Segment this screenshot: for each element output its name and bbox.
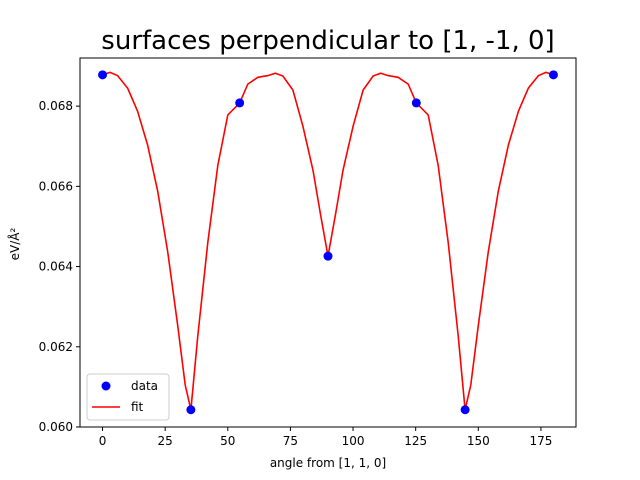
data-point-data bbox=[323, 251, 333, 261]
x-tick-label: 175 bbox=[529, 434, 552, 448]
data-point-data bbox=[186, 405, 196, 415]
legend: data fit bbox=[86, 373, 170, 421]
data-point-data bbox=[411, 98, 421, 108]
chart-title: surfaces perpendicular to [1, -1, 0] bbox=[101, 26, 554, 56]
legend-marker-data bbox=[101, 381, 111, 391]
series-line-fit bbox=[102, 71, 554, 410]
legend-label-data: data bbox=[131, 379, 158, 393]
y-tick-label: 0.060 bbox=[39, 420, 73, 434]
data-point-data bbox=[98, 70, 108, 80]
x-tick-label: 125 bbox=[404, 434, 427, 448]
y-axis-label: eV/Å² bbox=[7, 227, 22, 260]
data-point-data bbox=[548, 70, 558, 80]
plot-area: 0 25 50 75 100 125 150 175 0.060 0.062 0.064 0.066 0… bbox=[39, 57, 577, 448]
data-point-data bbox=[460, 405, 470, 415]
x-tick-label: 75 bbox=[283, 434, 298, 448]
x-tick-label: 100 bbox=[342, 434, 365, 448]
x-axis-label: angle from [1, 1, 0] bbox=[270, 456, 386, 470]
x-tick-label: 0 bbox=[99, 434, 107, 448]
y-tick-label: 0.062 bbox=[39, 340, 73, 354]
plot-frame bbox=[79, 57, 577, 428]
y-tick-label: 0.068 bbox=[39, 99, 73, 113]
data-point-data bbox=[235, 98, 245, 108]
y-tick-label: 0.064 bbox=[39, 260, 73, 274]
legend-label-fit: fit bbox=[131, 400, 144, 414]
x-tick-label: 150 bbox=[467, 434, 490, 448]
x-tick-label: 50 bbox=[220, 434, 235, 448]
y-tick-label: 0.066 bbox=[39, 179, 73, 193]
x-tick-label: 25 bbox=[158, 434, 173, 448]
